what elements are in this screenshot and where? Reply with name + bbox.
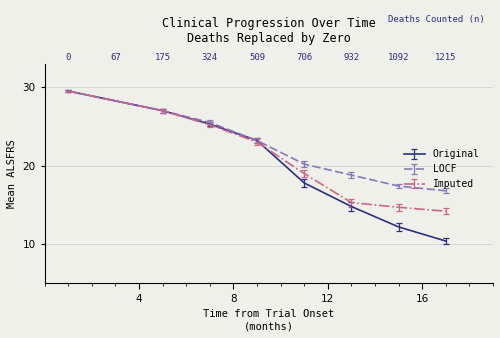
Legend: Original, LOCF, Imputed: Original, LOCF, Imputed	[400, 145, 483, 193]
Y-axis label: Mean ALSFRS: Mean ALSFRS	[7, 139, 17, 208]
Title: Clinical Progression Over Time
Deaths Replaced by Zero: Clinical Progression Over Time Deaths Re…	[162, 17, 376, 45]
X-axis label: Time from Trial Onset
(months): Time from Trial Onset (months)	[203, 310, 334, 331]
Text: Deaths Counted (n): Deaths Counted (n)	[388, 15, 485, 24]
